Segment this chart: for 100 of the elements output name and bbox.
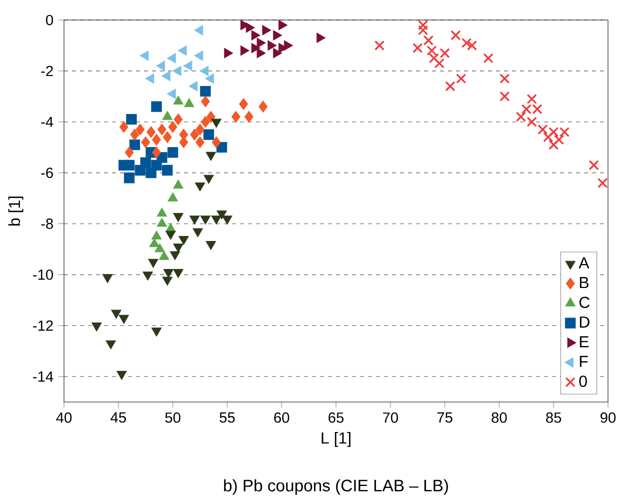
- point: [200, 216, 211, 225]
- point: [163, 269, 174, 278]
- point: [222, 216, 232, 225]
- point: [423, 35, 434, 46]
- point: [211, 216, 222, 225]
- point: [162, 131, 172, 144]
- y-tick-label: -10: [33, 269, 54, 280]
- point: [428, 53, 440, 64]
- point: [192, 228, 203, 238]
- point: [173, 213, 184, 222]
- point: [188, 81, 198, 92]
- point: [206, 110, 216, 123]
- point: [162, 164, 173, 176]
- point: [262, 25, 272, 36]
- point: [183, 60, 192, 71]
- point: [194, 25, 204, 36]
- point: [116, 370, 127, 380]
- y-tick-label: -14: [33, 372, 54, 382]
- legend-label: 0: [579, 376, 587, 387]
- point: [142, 272, 153, 281]
- point: [157, 124, 166, 136]
- point: [516, 112, 526, 122]
- point: [251, 42, 260, 54]
- y-tick-label: -12: [33, 320, 53, 331]
- y-tick-label: -6: [41, 168, 53, 178]
- point: [196, 136, 204, 148]
- point: [151, 328, 162, 337]
- point: [152, 134, 161, 146]
- y-tick-label: -8: [41, 218, 53, 229]
- point: [500, 73, 510, 84]
- point: [500, 91, 510, 102]
- point: [166, 230, 176, 240]
- x-tick-label: 40: [56, 412, 72, 423]
- point: [231, 110, 240, 123]
- point: [140, 50, 149, 61]
- point: [178, 45, 187, 56]
- x-tick-label: 55: [220, 412, 235, 423]
- point: [483, 53, 494, 64]
- point: [204, 174, 214, 184]
- point: [136, 124, 145, 136]
- point: [129, 139, 140, 150]
- point: [190, 128, 200, 140]
- point: [466, 40, 478, 51]
- point: [146, 126, 156, 138]
- point: [167, 147, 178, 158]
- y-tick-label: 0: [46, 14, 54, 26]
- point: [200, 86, 211, 97]
- point: [140, 157, 151, 168]
- point: [526, 116, 537, 127]
- point: [374, 40, 385, 51]
- point: [124, 146, 134, 158]
- point: [174, 113, 183, 126]
- legend-label: A: [578, 257, 590, 268]
- point: [118, 314, 129, 324]
- point: [102, 274, 113, 284]
- point: [434, 58, 444, 68]
- point: [170, 251, 180, 260]
- x-tick-label: 85: [546, 412, 562, 423]
- point: [203, 129, 214, 140]
- point: [426, 45, 437, 56]
- point: [418, 25, 428, 36]
- x-tick-label: 75: [437, 412, 452, 423]
- point: [251, 30, 260, 40]
- point: [256, 38, 266, 48]
- point: [126, 114, 137, 125]
- x-tick-label: 70: [382, 412, 398, 423]
- point: [212, 136, 221, 148]
- point: [205, 73, 214, 84]
- point: [200, 116, 210, 128]
- legend-label: F: [580, 356, 588, 367]
- x-tick-label: 50: [165, 412, 180, 423]
- point: [256, 48, 266, 58]
- point: [106, 340, 116, 350]
- point: [189, 216, 200, 225]
- point: [194, 50, 204, 61]
- point: [184, 98, 194, 108]
- point: [130, 128, 140, 140]
- point: [151, 101, 162, 112]
- point: [450, 30, 461, 40]
- legend-label: C: [579, 296, 590, 308]
- point: [206, 241, 216, 250]
- point: [141, 136, 150, 148]
- x-tick-label: 60: [274, 412, 290, 423]
- x-tick-label: 45: [110, 412, 126, 423]
- legend-label: B: [580, 277, 588, 288]
- legend-label: D: [580, 316, 590, 328]
- x-tick-label: 80: [492, 412, 507, 423]
- point: [178, 236, 189, 245]
- text: b) Pb coupons (CIE LAB – LB): [224, 479, 448, 495]
- point: [148, 258, 158, 268]
- point: [456, 73, 466, 84]
- point: [145, 73, 154, 84]
- legend-label: E: [580, 336, 589, 348]
- point: [278, 20, 288, 30]
- point: [124, 172, 135, 184]
- point: [418, 20, 428, 30]
- point: [284, 40, 293, 51]
- point: [461, 38, 472, 48]
- point: [244, 110, 254, 123]
- point: [216, 210, 227, 220]
